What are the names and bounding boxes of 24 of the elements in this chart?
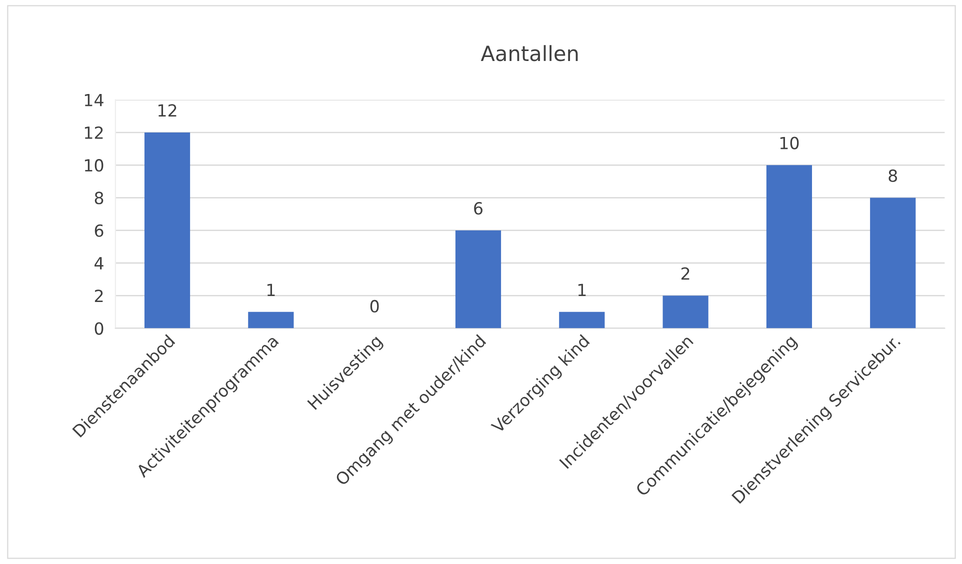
data-label: 1 — [267, 284, 275, 296]
y-tick-label: 10 — [84, 159, 104, 172]
data-label: 1 — [578, 284, 586, 296]
data-label: 6 — [474, 202, 482, 215]
bar — [248, 312, 294, 328]
y-tick-label: 0 — [94, 322, 104, 335]
bar — [870, 198, 916, 328]
y-tick-label: 4 — [94, 257, 104, 270]
y-tick-label: 2 — [94, 290, 103, 302]
y-tick-label: 12 — [84, 126, 103, 139]
bar — [766, 165, 812, 328]
bar — [144, 132, 190, 328]
data-label: 2 — [681, 267, 690, 280]
chart-title: Aantallen — [480, 45, 578, 62]
data-label: 8 — [888, 169, 898, 182]
bar — [455, 230, 502, 328]
y-tick-label: 6 — [94, 224, 104, 237]
data-label: 0 — [370, 300, 379, 313]
y-tick-label: 14 — [84, 94, 104, 106]
y-tick-label: 8 — [94, 192, 104, 204]
bar — [559, 312, 605, 328]
data-label: 12 — [158, 104, 176, 116]
bar — [662, 296, 708, 328]
data-label: 10 — [780, 136, 799, 150]
